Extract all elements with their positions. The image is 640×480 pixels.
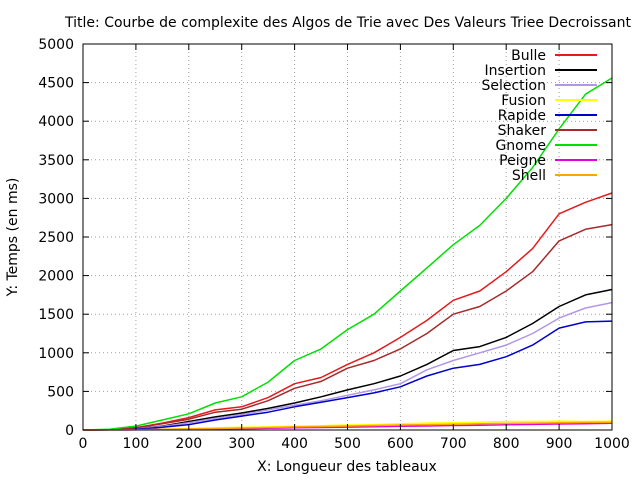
legend-label-shaker: Shaker [498, 123, 547, 139]
y-tick-label: 1500 [38, 307, 74, 323]
x-tick-label: 900 [546, 436, 573, 452]
axis-ticks [82, 43, 613, 431]
y-tick-label: 4000 [38, 114, 74, 130]
x-tick-label: 500 [334, 436, 361, 452]
x-tick-labels: 0 100 200 300 400 500 600 700 800 900 1000 [79, 436, 630, 452]
legend-label-peigne: Peigne [499, 153, 546, 169]
series-line-shaker [82, 223, 613, 431]
series-line-selection [82, 301, 613, 431]
x-tick-label: 100 [123, 436, 150, 452]
x-tick-label: 700 [440, 436, 467, 452]
legend-label-fusion: Fusion [501, 93, 546, 109]
y-tick-label: 500 [47, 384, 74, 400]
y-tick-label: 4500 [38, 76, 74, 92]
legend-label-gnome: Gnome [495, 138, 546, 154]
grid [83, 44, 612, 430]
chart-title: Title: Courbe de complexite des Algos de… [64, 15, 631, 31]
series-line-bulle [82, 192, 613, 431]
y-tick-label: 5000 [38, 37, 74, 53]
y-tick-label: 2000 [38, 269, 74, 285]
y-tick-labels: 0 500 1000 1500 2000 2500 3000 3500 4000 4500 5000 [38, 37, 74, 439]
x-tick-label: 1000 [594, 436, 630, 452]
x-tick-label: 300 [228, 436, 255, 452]
y-tick-label: 3000 [38, 191, 74, 207]
y-tick-label: 0 [65, 423, 74, 439]
x-tick-label: 0 [79, 436, 88, 452]
series-line-rapide [82, 320, 613, 431]
x-tick-label: 800 [493, 436, 520, 452]
legend-label-rapide: Rapide [498, 108, 546, 124]
series-line-gnome [82, 77, 613, 431]
y-tick-label: 1000 [38, 346, 74, 362]
legend: BulleInsertionSelectionFusionRapideShake… [481, 48, 597, 184]
y-tick-label: 2500 [38, 230, 74, 246]
x-tick-label: 600 [387, 436, 414, 452]
legend-label-bulle: Bulle [511, 48, 546, 64]
y-tick-label: 3500 [38, 153, 74, 169]
legend-label-insertion: Insertion [485, 63, 546, 79]
legend-label-shell: Shell [512, 168, 546, 184]
legend-label-selection: Selection [481, 78, 546, 94]
y-axis-title: Y: Temps (en ms) [5, 178, 21, 298]
x-axis-title: X: Longueur des tableaux [257, 459, 437, 475]
x-tick-label: 200 [175, 436, 202, 452]
x-tick-label: 400 [281, 436, 308, 452]
